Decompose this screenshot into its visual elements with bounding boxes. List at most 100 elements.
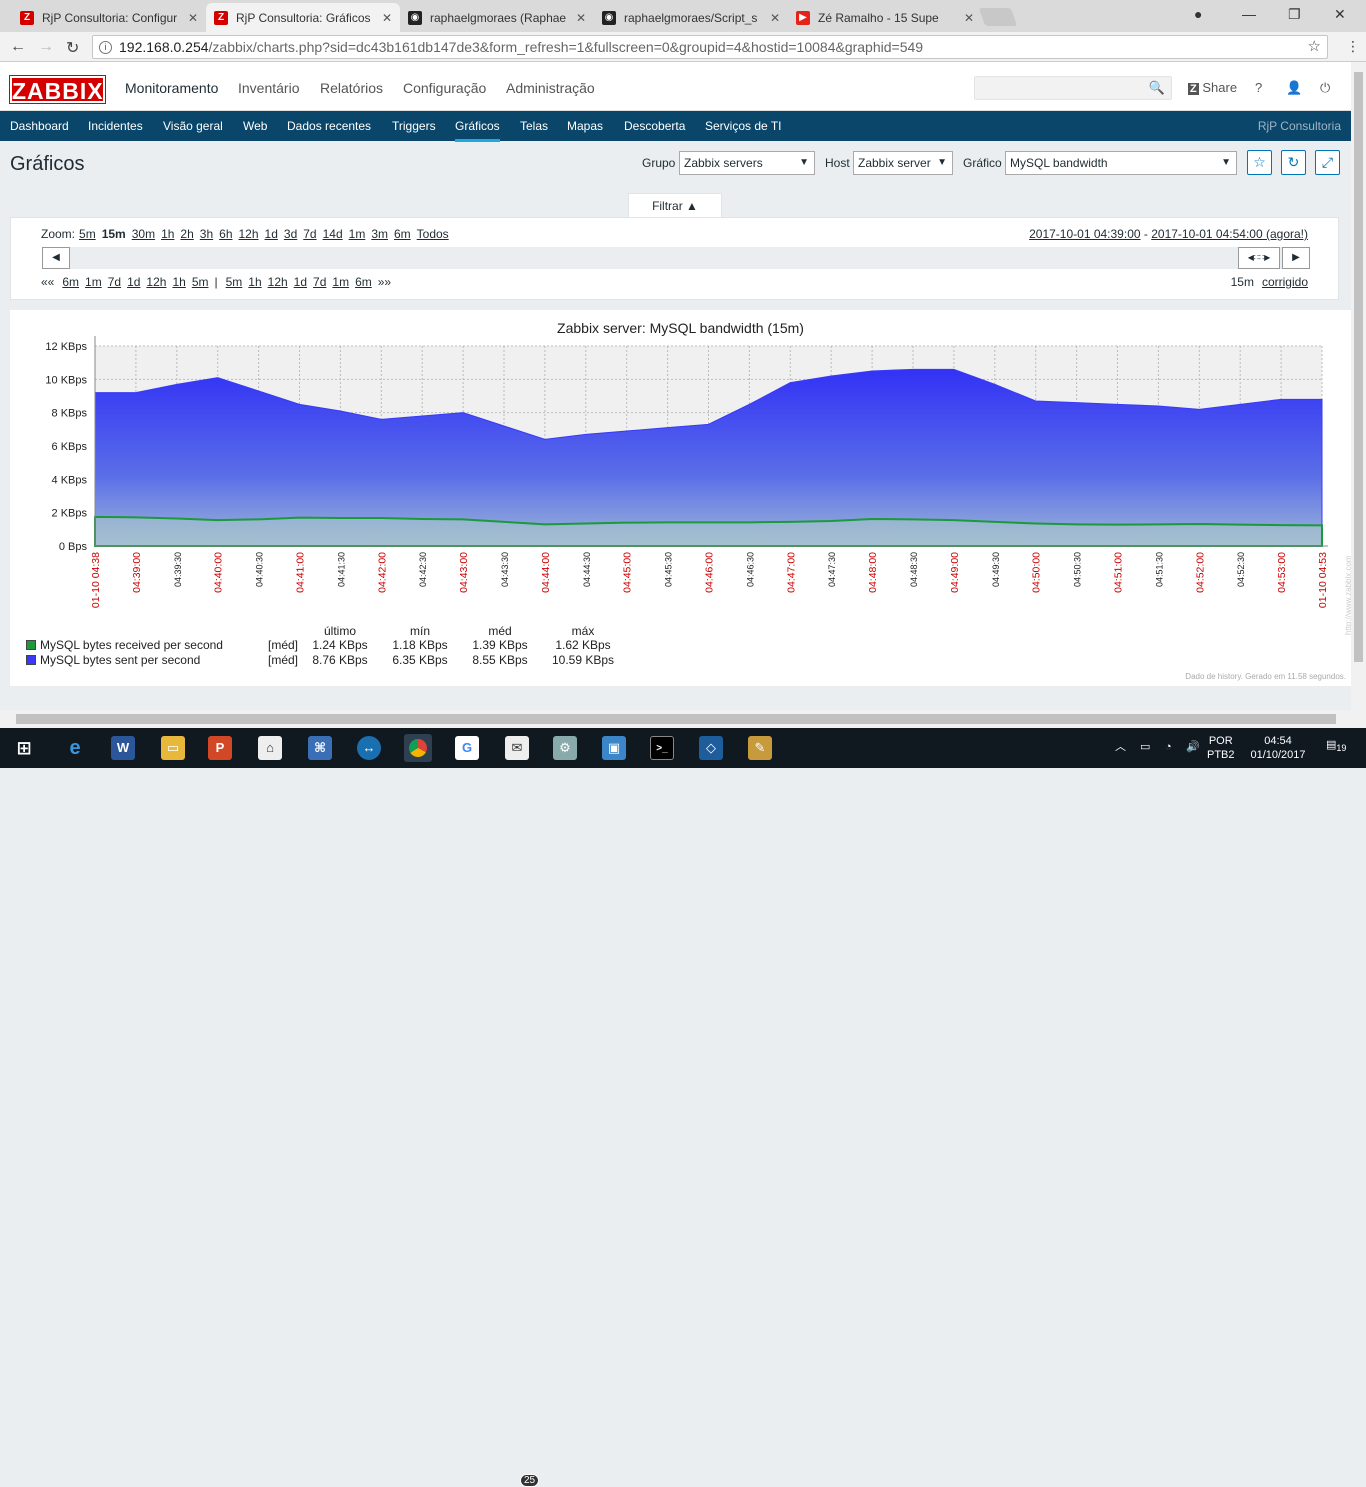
forward-link[interactable]: 7d — [313, 275, 326, 289]
profile-icon[interactable]: ● — [1194, 6, 1202, 22]
zoom-option[interactable]: 7d — [303, 227, 316, 241]
teamviewer-icon[interactable]: ↔ — [357, 736, 381, 760]
network-app-icon[interactable]: ⌘ — [308, 736, 332, 760]
refresh-button[interactable]: ↻ — [1281, 150, 1306, 175]
back-link[interactable]: 7d — [108, 275, 121, 289]
tray-network-icon[interactable]: ▭ — [1140, 740, 1150, 754]
subnav-item-10[interactable]: Serviços de TI — [705, 119, 781, 133]
forward-link[interactable]: 12h — [268, 275, 288, 289]
windows-start-icon[interactable]: ⊞ — [12, 736, 36, 760]
notification-center-icon[interactable]: ▤19 — [1326, 738, 1346, 755]
forward-link[interactable]: 1m — [332, 275, 349, 289]
zoom-option[interactable]: 1m — [349, 227, 366, 241]
fullscreen-button[interactable]: ⤢ — [1315, 150, 1340, 175]
search-icon[interactable]: 🔍 — [1149, 80, 1165, 96]
menu-relatorios[interactable]: Relatórios — [320, 80, 383, 96]
menu-configuracao[interactable]: Configuração — [403, 80, 486, 96]
subnav-item-0[interactable]: Dashboard — [10, 119, 69, 133]
subnav-item-2[interactable]: Visão geral — [163, 119, 223, 133]
forward-link[interactable]: 6m — [355, 275, 372, 289]
close-window-icon[interactable]: ✕ — [1334, 6, 1346, 23]
back-link[interactable]: 1h — [172, 275, 185, 289]
forward-arrow-icon[interactable]: → — [38, 38, 54, 56]
favorite-star-button[interactable]: ☆ — [1247, 150, 1272, 175]
virtualbox-icon[interactable]: ◇ — [699, 736, 723, 760]
close-tab-icon[interactable]: ✕ — [188, 11, 198, 25]
logout-icon[interactable]: ⏻ — [1320, 80, 1330, 96]
menu-inventario[interactable]: Inventário — [238, 80, 299, 96]
subnav-item-5[interactable]: Triggers — [392, 119, 436, 133]
close-tab-icon[interactable]: ✕ — [964, 11, 974, 25]
forward-link[interactable]: 1d — [294, 275, 307, 289]
help-icon[interactable]: ? — [1255, 80, 1262, 95]
period-from-link[interactable]: 2017-10-01 04:39:00 — [1029, 227, 1140, 241]
word-icon[interactable]: W — [111, 736, 135, 760]
zoom-option[interactable]: 2h — [180, 227, 193, 241]
tray-volume-icon[interactable]: 🔊 — [1186, 740, 1200, 754]
zoom-option[interactable]: 3h — [200, 227, 213, 241]
tray-expand-icon[interactable]: ︿ — [1115, 740, 1126, 754]
presentation-icon[interactable]: P — [208, 736, 232, 760]
close-tab-icon[interactable]: ✕ — [770, 11, 780, 25]
share-button[interactable]: Z Share — [1188, 80, 1237, 95]
browser-tab-3[interactable]: ◉raphaelgmoraes/Script_s✕ — [594, 3, 788, 32]
period-to-link[interactable]: 2017-10-01 04:54:00 (agora!) — [1151, 227, 1308, 241]
zoom-option[interactable]: 15m — [102, 227, 126, 241]
back-link[interactable]: 12h — [146, 275, 166, 289]
zoom-option[interactable]: 1d — [265, 227, 278, 241]
subnav-item-7[interactable]: Telas — [520, 119, 548, 133]
zoom-option[interactable]: 6m — [394, 227, 411, 241]
timeline-scrollbar[interactable]: ◀ ◀∷∷▶ ▶ — [42, 247, 1310, 269]
fixed-link[interactable]: corrigido — [1262, 275, 1308, 289]
edge-icon[interactable]: e — [63, 736, 87, 760]
zoom-option[interactable]: 3m — [371, 227, 388, 241]
graph-select[interactable]: MySQL bandwidth▼ — [1005, 151, 1237, 175]
chrome-icon[interactable] — [404, 734, 432, 762]
filter-toggle-tab[interactable]: Filtrar ▲ — [628, 193, 722, 218]
terminal-icon[interactable]: >_ — [650, 736, 674, 760]
store-icon[interactable]: ⌂ — [258, 736, 282, 760]
reload-icon[interactable]: ↻ — [66, 38, 79, 58]
timeline-left-button[interactable]: ◀ — [42, 247, 70, 269]
zoom-option[interactable]: 30m — [132, 227, 155, 241]
menu-monitoramento[interactable]: Monitoramento — [125, 80, 218, 96]
zoom-option[interactable]: 6h — [219, 227, 232, 241]
browser-tab-4[interactable]: ▶Zé Ramalho - 15 Supe✕ — [788, 3, 982, 32]
vertical-scroll-thumb[interactable] — [1354, 72, 1363, 662]
close-tab-icon[interactable]: ✕ — [576, 11, 586, 25]
vertical-scrollbar[interactable] — [1351, 62, 1366, 710]
paint-icon[interactable]: ✎ — [748, 736, 772, 760]
google-icon[interactable]: G — [455, 736, 479, 760]
mail-icon[interactable]: ✉ — [505, 736, 529, 760]
zoom-option[interactable]: 1h — [161, 227, 174, 241]
horizontal-scrollbar[interactable] — [0, 710, 1366, 728]
zoom-option[interactable]: 5m — [79, 227, 96, 241]
subnav-item-4[interactable]: Dados recentes — [287, 119, 371, 133]
back-link[interactable]: 1m — [85, 275, 102, 289]
back-link[interactable]: 5m — [192, 275, 209, 289]
browser-tab-2[interactable]: ◉raphaelgmoraes (Raphae✕ — [400, 3, 594, 32]
zabbix-logo[interactable]: ZABBIX — [10, 76, 105, 103]
tools-icon[interactable]: ⚙ — [553, 736, 577, 760]
back-link[interactable]: 6m — [62, 275, 79, 289]
user-profile-icon[interactable]: 👤 — [1286, 80, 1302, 96]
bookmark-star-icon[interactable]: ☆ — [1308, 36, 1321, 58]
subnav-item-8[interactable]: Mapas — [567, 119, 603, 133]
search-input[interactable]: 🔍 — [974, 76, 1172, 100]
forward-link[interactable]: 1h — [248, 275, 261, 289]
zoom-option[interactable]: 12h — [239, 227, 259, 241]
subnav-item-1[interactable]: Incidentes — [88, 119, 143, 133]
back-arrow-icon[interactable]: ← — [10, 38, 26, 56]
timeline-right-button[interactable]: ▶ — [1282, 247, 1310, 269]
horizontal-scroll-thumb[interactable] — [16, 714, 1336, 724]
url-field[interactable]: i 192.168.0.254/zabbix/charts.php?sid=dc… — [92, 35, 1328, 59]
subnav-item-9[interactable]: Descoberta — [624, 119, 685, 133]
new-tab-button[interactable] — [979, 8, 1018, 26]
subnav-item-3[interactable]: Web — [243, 119, 267, 133]
host-select[interactable]: Zabbix server▼ — [853, 151, 953, 175]
group-select[interactable]: Zabbix servers▼ — [679, 151, 815, 175]
